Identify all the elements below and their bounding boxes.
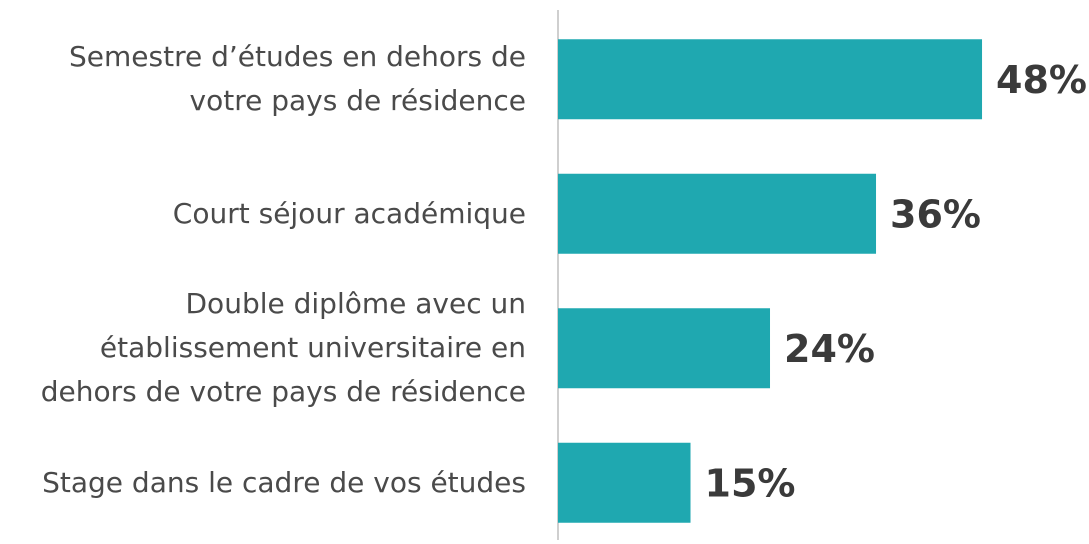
bar xyxy=(558,308,771,389)
category-label: Stage dans le cadre de vos études xyxy=(42,465,526,499)
value-label: 15% xyxy=(705,461,796,505)
value-label: 36% xyxy=(890,192,981,236)
bar xyxy=(558,442,691,523)
bar xyxy=(558,173,877,254)
value-label: 24% xyxy=(784,327,875,371)
bar xyxy=(558,39,983,120)
category-label: Court séjour académique xyxy=(172,196,526,230)
value-label: 48% xyxy=(996,58,1087,102)
category-label: Semestre d’études en dehors de votre pay… xyxy=(69,40,526,118)
category-label: Double diplôme avec un établissement uni… xyxy=(40,287,526,409)
